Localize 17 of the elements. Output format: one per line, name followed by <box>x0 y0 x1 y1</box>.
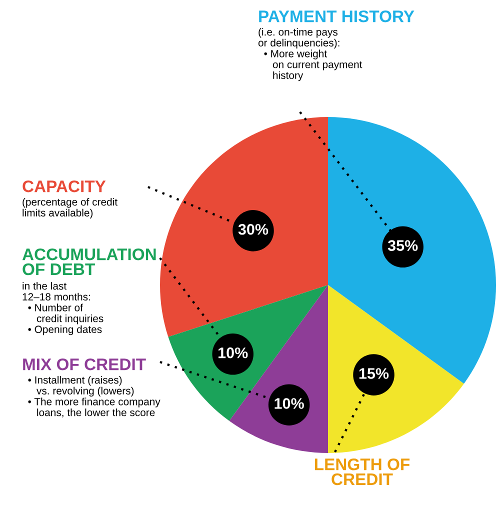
data-label: 15% <box>359 368 389 379</box>
slice-label: PAYMENT HISTORY <box>259 10 414 22</box>
slice-label: MIX OF CREDIT <box>23 358 146 370</box>
data-label: 30% <box>238 224 268 235</box>
data-label: 35% <box>388 240 418 251</box>
pie-slice <box>160 117 328 337</box>
slice-label: CAPACITY <box>22 180 106 192</box>
data-label: 10% <box>274 398 304 409</box>
text: in the last 12–18 months: • Number of credit inquiries • Opening dates <box>22 282 104 336</box>
pie-slice <box>328 285 464 453</box>
text: (percentage of credit limits available) <box>22 198 118 219</box>
data-label: 10% <box>218 347 248 358</box>
slice-label: ACCUMULATION OF DEBT <box>22 248 156 276</box>
pie-slice <box>328 117 496 384</box>
slice-label: LENGTH OF CREDIT <box>314 458 410 486</box>
text: (i.e. on-time pays or delinquencies): • More weight on current payment history <box>258 28 362 82</box>
text: • Installment (raises) vs. revolving (lowers) • The more finance company loans, the lower the score <box>28 376 160 418</box>
